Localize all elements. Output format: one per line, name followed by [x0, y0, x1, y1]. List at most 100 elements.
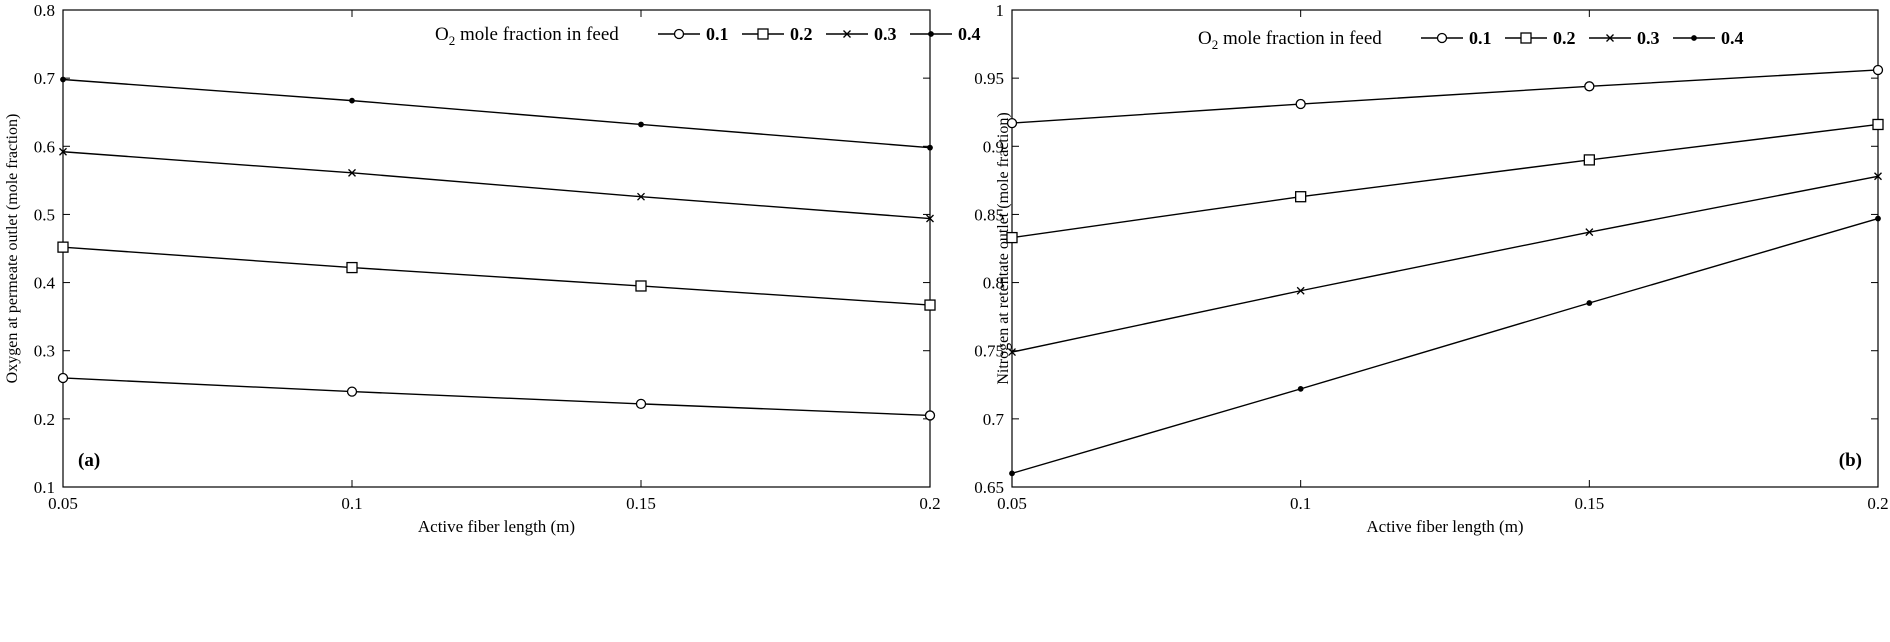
y-tick-label: 0.5 — [34, 205, 55, 224]
data-point — [57, 241, 69, 253]
data-point — [1295, 98, 1306, 110]
legend-marker — [757, 28, 769, 40]
data-point — [59, 147, 67, 156]
legend-entry-0.3: 0.3 — [1589, 28, 1660, 48]
legend-marker — [843, 30, 851, 38]
data-point — [635, 398, 647, 410]
plot-frame — [1011, 9, 1879, 488]
data-point — [1872, 118, 1884, 131]
y-tick-label: 0.65 — [974, 478, 1004, 497]
chart-panel-2: 0.65 0.7 0.75 0.8 0.85 0.9 0.95 1 0.05 0.1 0.15 0.2… — [974, 1, 1888, 536]
data-point — [1297, 385, 1304, 392]
data-point — [1006, 231, 1018, 244]
y-tick-label: 0.4 — [34, 274, 56, 293]
legend-entry-0.1: 0.1 — [658, 24, 729, 44]
y-tick-label: 0.95 — [974, 69, 1004, 88]
data-point — [1875, 215, 1881, 222]
series-0.4 — [1009, 215, 1881, 477]
legend-title: O2 mole fraction in feed — [435, 24, 619, 48]
x-axis-label: Active fiber length (m) — [418, 517, 575, 536]
series-line — [1011, 217, 1879, 475]
legend-marker — [673, 28, 685, 40]
legend-entry-0.1: 0.1 — [1421, 28, 1492, 48]
x-tick-label: 0.05 — [48, 494, 78, 513]
legend-marker — [1606, 34, 1614, 42]
x-tick-label: 0.05 — [997, 494, 1027, 513]
y-tick-label: 0.3 — [34, 342, 55, 361]
legend-entry-0.4: 0.4 — [1673, 28, 1744, 48]
legend-entry-0.4: 0.4 — [910, 24, 981, 44]
legend-label: 0.1 — [1469, 28, 1492, 48]
panel-label: (b) — [1839, 450, 1862, 471]
data-point — [346, 386, 358, 397]
data-point — [1008, 348, 1016, 357]
y-tick-label: 1 — [996, 1, 1005, 20]
legend-label: 0.3 — [874, 24, 897, 44]
series-line — [1011, 123, 1879, 239]
x-tick-label: 0.1 — [341, 494, 362, 513]
x-tick-label: 0.15 — [626, 494, 656, 513]
plot-frame — [62, 9, 931, 488]
legend-title: O2 mole fraction in feed — [1198, 28, 1382, 52]
data-point — [349, 97, 355, 104]
data-point — [635, 280, 647, 292]
data-point — [60, 76, 66, 83]
panel-label: (a) — [78, 450, 100, 471]
x-tick-label: 0.2 — [1867, 494, 1888, 513]
y-tick-label: 0.75 — [974, 342, 1004, 361]
series-line — [62, 246, 931, 306]
data-point — [638, 121, 644, 128]
data-point — [1586, 300, 1593, 306]
y-tick-label: 0.7 — [34, 69, 56, 88]
legend-marker — [928, 31, 934, 37]
y-tick-label: 0.85 — [974, 205, 1004, 224]
data-point — [1006, 117, 1018, 129]
series-0.1 — [1006, 64, 1884, 129]
data-point — [637, 192, 645, 201]
y-tick-label: 0.7 — [983, 410, 1005, 429]
series-0.3 — [59, 147, 934, 223]
data-point — [1874, 172, 1882, 181]
legend-entry-0.2: 0.2 — [1505, 28, 1576, 48]
series-line — [1011, 69, 1879, 124]
legend-entry-0.3: 0.3 — [826, 24, 897, 44]
data-point — [348, 168, 356, 177]
y-tick-label: 0.8 — [983, 274, 1004, 293]
y-axis-label: Oxygen at permeate outlet (mole fraction… — [4, 114, 21, 384]
legend-label: 0.1 — [706, 24, 729, 44]
legend-marker — [1691, 35, 1697, 41]
data-point — [1296, 286, 1305, 295]
y-tick-label: 0.9 — [983, 137, 1004, 156]
series-line — [1011, 175, 1879, 353]
legend: O2 mole fraction in feed 0.1 0.2 0.3 0.4 — [435, 24, 981, 48]
series-0.1 — [57, 372, 936, 421]
x-tick-label: 0.2 — [919, 494, 940, 513]
legend-label: 0.3 — [1637, 28, 1660, 48]
y-axis-label: Nitrogen at retentate outlet (mole fract… — [995, 112, 1012, 384]
series-line — [62, 151, 931, 220]
series-line — [62, 78, 931, 149]
data-point — [926, 214, 934, 223]
data-point — [1295, 191, 1307, 203]
x-tick-label: 0.1 — [1290, 494, 1311, 513]
data-point — [924, 299, 936, 311]
series-0.4 — [60, 76, 933, 151]
y-tick-label: 0.8 — [34, 1, 55, 20]
y-tick-label: 0.6 — [34, 137, 55, 156]
data-point — [924, 410, 936, 421]
chart-panel-1: 0.10.20.30.40.50.60.70.80.05 0.1 0.15 0.2Ac… — [4, 1, 981, 536]
data-point — [346, 261, 358, 274]
legend-marker — [1436, 32, 1448, 44]
x-axis-label: Active fiber length (m) — [1366, 517, 1523, 536]
y-tick-label: 0.1 — [34, 478, 55, 497]
legend-entry-0.2: 0.2 — [742, 24, 813, 44]
series-0.2 — [1006, 118, 1884, 244]
series-0.3 — [1008, 172, 1882, 357]
data-point — [1583, 154, 1595, 166]
legend-label: 0.2 — [1553, 28, 1576, 48]
x-tick-label: 0.15 — [1574, 494, 1604, 513]
data-point — [1872, 64, 1884, 76]
data-point — [1584, 81, 1595, 92]
legend: O2 mole fraction in feed 0.1 0.2 0.3 0.4 — [1198, 28, 1744, 52]
